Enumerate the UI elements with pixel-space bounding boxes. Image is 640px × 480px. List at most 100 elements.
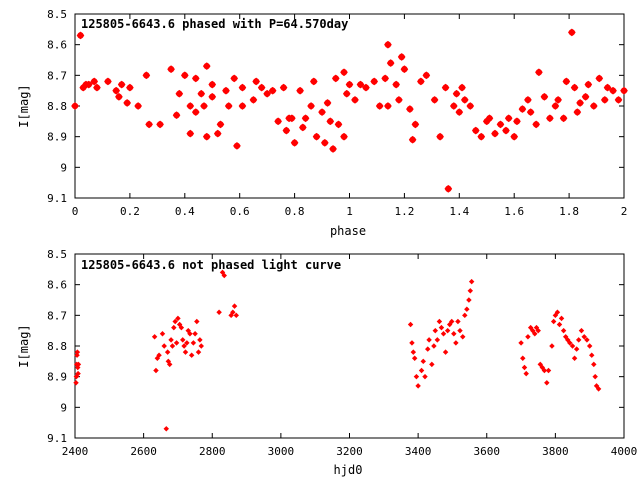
unphased-data-point <box>468 278 475 285</box>
phased-data-point <box>392 80 400 89</box>
phased-x-tick-label: 0 <box>72 205 79 218</box>
phased-data-point <box>216 120 225 129</box>
phased-data-point <box>263 89 271 98</box>
phased-data-point <box>345 80 354 89</box>
unphased-data-point <box>420 358 426 365</box>
phased-data-point <box>208 80 217 89</box>
phased-data-point <box>351 96 359 104</box>
phased-data-point <box>90 77 99 86</box>
phased-data-point <box>430 96 439 104</box>
unphased-data-point <box>168 337 174 343</box>
phased-data-point <box>411 120 420 129</box>
unphased-data-point <box>426 337 432 343</box>
unphased-data-point <box>413 373 420 380</box>
phased-data-point <box>340 132 348 141</box>
phased-data-point <box>356 80 365 89</box>
phased-data-point <box>406 105 414 113</box>
phased-data-point <box>375 102 384 110</box>
unphased-data-point <box>573 346 580 352</box>
unphased-data-point <box>75 364 81 371</box>
phased-data-point <box>589 102 598 110</box>
phased-y-tick-label: 8.6 <box>47 39 67 52</box>
phased-data-point <box>455 108 464 116</box>
phased-data-point <box>329 145 337 153</box>
phased-data-point <box>233 142 241 150</box>
phased-light-curve-panel: 125805-6643.6 phased with P=64.570day ph… <box>17 8 628 238</box>
phased-data-point <box>180 71 189 80</box>
unphased-x-tick-label: 2600 <box>130 445 157 458</box>
phased-data-point <box>84 80 93 89</box>
phased-data-point <box>400 65 409 74</box>
phased-data-point <box>312 132 321 141</box>
unphased-y-tick-label: 8.8 <box>47 340 67 353</box>
phased-data-point <box>452 89 461 98</box>
unphased-data-point <box>438 324 445 331</box>
phased-data-point <box>115 92 123 101</box>
unphased-data-point <box>460 334 466 340</box>
phased-data-point <box>595 74 604 83</box>
unphased-data-point <box>151 334 158 340</box>
phased-data-point <box>222 86 230 95</box>
unphased-data-point <box>584 337 590 343</box>
phased-data-point <box>299 123 307 132</box>
unphased-data-point <box>169 343 176 349</box>
phased-data-point <box>573 108 582 116</box>
phased-data-points <box>71 28 628 193</box>
phased-data-point <box>384 40 392 49</box>
phased-data-point <box>145 120 153 129</box>
phased-data-point <box>551 102 560 110</box>
unphased-x-tick-label: 3000 <box>268 445 295 458</box>
unphased-data-point <box>578 327 585 334</box>
phased-data-point <box>200 102 208 110</box>
phased-data-point <box>310 77 318 86</box>
unphased-data-point <box>589 352 595 358</box>
unphased-data-point <box>233 312 239 319</box>
unphased-data-point <box>451 331 457 337</box>
phased-y-tick-label: 9 <box>60 161 67 174</box>
unphased-data-point <box>565 337 571 343</box>
phased-data-point <box>395 96 403 104</box>
unphased-data-point <box>175 315 181 322</box>
phased-data-point <box>93 83 101 92</box>
unphased-data-point <box>521 364 528 371</box>
unphased-data-point <box>541 367 548 374</box>
unphased-data-point <box>467 288 474 294</box>
unphased-data-point <box>164 349 171 355</box>
unphased-data-point <box>539 364 546 371</box>
unphased-data-point <box>444 327 451 334</box>
phased-data-point <box>554 96 562 104</box>
unphased-data-point <box>230 309 236 315</box>
phased-data-point <box>614 96 623 104</box>
unphased-y-tick-label: 9 <box>60 401 67 414</box>
unphased-data-point <box>592 373 598 380</box>
phased-data-point <box>318 108 326 116</box>
phased-plot-title: 125805-6643.6 phased with P=64.570day <box>81 17 348 31</box>
unphased-data-point <box>194 318 200 325</box>
phased-data-point <box>436 132 444 141</box>
phased-data-point <box>603 83 612 92</box>
phased-data-point <box>104 77 112 86</box>
unphased-data-point <box>556 321 563 328</box>
phased-data-point <box>559 114 568 123</box>
phased-data-point <box>172 111 181 120</box>
unphased-data-point <box>523 370 529 377</box>
unphased-data-point <box>178 324 185 331</box>
unphased-data-point <box>434 337 441 343</box>
phased-axis-ticks: 0 0.2 0.4 0.6 0.8 1 1.2 1.4 1.6 1.8 2 8.5 8.6 8.7 8.8 8… <box>47 8 627 218</box>
unphased-data-point <box>407 321 414 328</box>
unphased-data-point <box>166 361 173 368</box>
phased-data-point <box>321 138 329 147</box>
phased-data-point <box>307 102 315 110</box>
phased-data-point <box>513 117 521 126</box>
unphased-x-tick-label: 3400 <box>405 445 432 458</box>
unphased-x-tick-label: 2400 <box>62 445 89 458</box>
unphased-data-point <box>182 349 189 355</box>
unphased-data-point <box>415 383 421 389</box>
phased-x-tick-label: 0.6 <box>230 205 250 218</box>
unphased-data-point <box>462 312 468 319</box>
unphased-data-point <box>188 352 195 358</box>
unphased-data-point <box>593 383 600 389</box>
phased-data-point <box>584 80 593 89</box>
phased-x-tick-label: 2 <box>621 205 628 218</box>
